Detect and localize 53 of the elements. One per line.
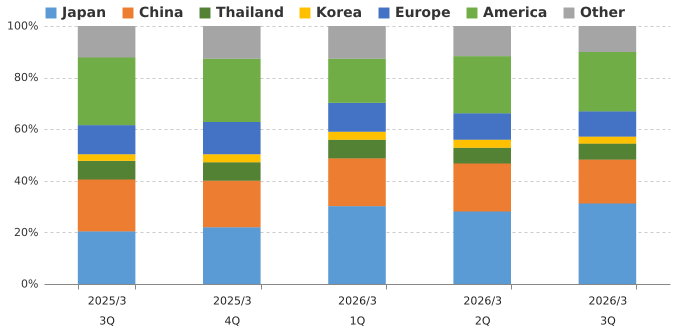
x-tick-label: 2026/3 2Q [463, 294, 502, 328]
y-tick-label: 40% [14, 174, 38, 188]
x-tick-label: 2025/3 4Q [212, 294, 252, 328]
y-tick-label: 20% [14, 226, 38, 239]
bar [328, 206, 386, 284]
bar [578, 111, 636, 137]
bar [78, 26, 136, 58]
legend-label: China [139, 5, 184, 21]
legend-label: Korea [316, 5, 362, 21]
bar [453, 113, 511, 140]
bar [328, 58, 386, 103]
x-tick-label: 2025/3 3Q [88, 294, 126, 328]
bar [453, 148, 511, 164]
bar [453, 140, 511, 148]
bar [203, 154, 261, 162]
y-tick-label: 100% [7, 20, 38, 32]
bar [203, 227, 261, 284]
bar [203, 180, 261, 228]
bar [453, 212, 511, 284]
bar [453, 56, 511, 114]
bar [578, 160, 636, 204]
bar [78, 125, 136, 154]
bar [578, 144, 636, 160]
bar [203, 162, 261, 181]
bar [578, 52, 636, 112]
bar [78, 154, 136, 161]
legend-label: Thailand [216, 5, 284, 21]
bar [203, 26, 261, 59]
bar [453, 26, 511, 56]
bar [578, 136, 636, 144]
legend-label: Other [580, 5, 626, 21]
legend-label: Japan [61, 5, 106, 21]
y-tick-label: 80% [14, 71, 38, 84]
bar [453, 164, 511, 212]
bar [328, 26, 386, 59]
bar [78, 160, 136, 180]
y-tick-label: 60% [14, 122, 38, 136]
y-tick-label: 0% [21, 278, 38, 290]
bar [78, 57, 136, 126]
bar [328, 140, 386, 158]
bar [578, 26, 636, 52]
bar [328, 158, 386, 206]
bar [203, 122, 261, 154]
bar [328, 132, 386, 140]
legend-label: Europe [395, 5, 451, 21]
bar [578, 204, 636, 284]
bar [78, 180, 136, 232]
x-tick-label: 2026/3 3Q [588, 294, 628, 328]
bar [78, 231, 136, 284]
x-tick-label: 2026/3 1Q [338, 294, 377, 328]
legend-label: America [483, 5, 548, 21]
bar [328, 102, 386, 132]
bar [203, 58, 261, 122]
